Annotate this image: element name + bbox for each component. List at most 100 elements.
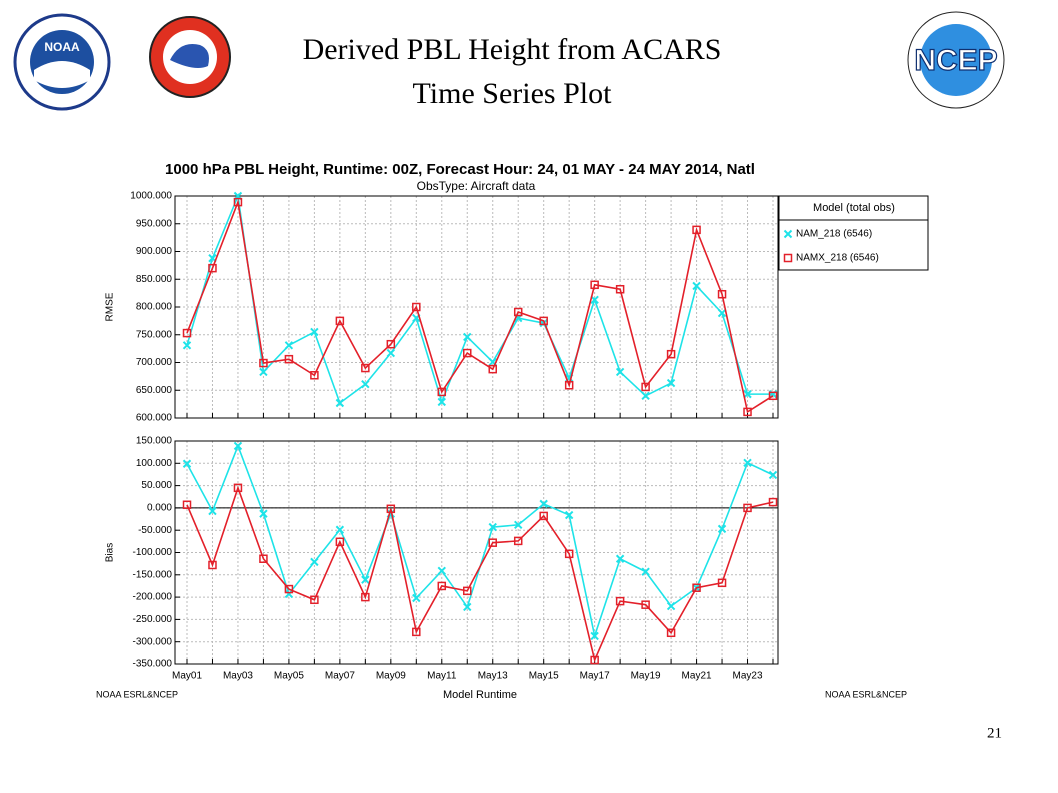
data-point [437, 566, 446, 575]
data-point [284, 589, 294, 599]
data-point [564, 381, 574, 390]
data-point [412, 627, 421, 637]
data-point [641, 382, 650, 392]
y-tick-label: 650.000 [136, 385, 173, 396]
chart-subtitle: ObsType: Aircraft data [417, 179, 536, 193]
data-point [310, 371, 319, 380]
series [182, 197, 778, 417]
data-point [666, 349, 676, 359]
series [182, 191, 778, 408]
data-point [564, 510, 574, 520]
y-tick-label: 600.000 [136, 413, 173, 424]
data-point [666, 378, 676, 388]
footer: NOAA ESRL&NCEP [96, 689, 178, 699]
x-tick-label: May01 [172, 671, 202, 682]
data-point [615, 284, 625, 294]
data-point [182, 328, 192, 338]
y-tick-label: 900.000 [136, 246, 173, 257]
data-point [386, 504, 396, 514]
data-point [361, 363, 370, 373]
slide-title: Derived PBL Height from ACARS [303, 33, 722, 66]
data-point [310, 595, 319, 605]
data-point [310, 327, 319, 337]
data-point [768, 470, 778, 480]
data-point [412, 302, 421, 312]
data-point [783, 229, 793, 239]
data-point [513, 307, 523, 317]
data-point [284, 584, 294, 594]
data-point [182, 341, 192, 350]
y-tick-label: 800.000 [136, 302, 173, 313]
data-point [259, 367, 268, 377]
data-point [692, 225, 701, 235]
y-tick-label: 0.000 [147, 503, 172, 514]
data-point [768, 497, 778, 507]
page-number: 21 [987, 725, 1002, 741]
data-point [717, 308, 727, 318]
y-tick-label: 50.000 [141, 480, 172, 491]
y-tick-label: -100.000 [133, 547, 173, 558]
data-point [412, 593, 421, 603]
data-point [463, 332, 472, 342]
x-tick-label: May21 [682, 671, 712, 682]
data-point [539, 316, 548, 326]
data-point [717, 524, 727, 534]
y-tick-label: 150.000 [136, 436, 173, 447]
data-point [743, 389, 752, 399]
data-point [259, 554, 268, 563]
data-point [666, 628, 676, 638]
data-point [641, 567, 650, 576]
data-point [717, 578, 727, 588]
data-point [488, 522, 497, 532]
data-point [513, 536, 523, 546]
data-point [641, 600, 650, 609]
legend-box [778, 195, 929, 271]
series [182, 483, 778, 665]
data-point [361, 592, 370, 602]
y-tick-label: -300.000 [133, 636, 173, 647]
data-point [259, 358, 268, 368]
data-point [463, 348, 472, 358]
slide-title: Time Series Plot [413, 77, 613, 110]
x-tick-label: May07 [325, 671, 355, 682]
data-point [182, 500, 192, 510]
data-point [743, 407, 752, 417]
data-point [768, 391, 778, 401]
x-tick-label: May11 [427, 671, 457, 682]
line [186, 485, 774, 663]
y-tick-label: -200.000 [133, 592, 173, 603]
data-point [743, 458, 752, 468]
data-point [233, 483, 243, 493]
y-tick-label: 850.000 [136, 274, 173, 285]
x-tick-label: May03 [223, 671, 253, 682]
data-point [208, 263, 217, 273]
data-point [590, 631, 599, 641]
plot-frame [174, 440, 779, 665]
data-point [259, 509, 268, 518]
data-point [437, 387, 447, 397]
nws-logo [149, 16, 231, 98]
data-point [361, 575, 370, 584]
footer: NOAA ESRL&NCEP [825, 689, 907, 699]
data-point [233, 441, 243, 451]
x-tick-label: May23 [733, 671, 763, 682]
data-point [361, 379, 370, 389]
data-point [615, 367, 625, 377]
x-tick-label: May09 [376, 671, 406, 682]
plot-frame [174, 195, 779, 419]
data-point [437, 397, 446, 407]
data-point [335, 398, 345, 408]
data-point [590, 295, 599, 304]
data-point [335, 525, 345, 534]
data-point [615, 596, 625, 606]
data-point [590, 280, 599, 290]
data-point [182, 459, 192, 468]
y-tick-label: 750.000 [136, 329, 173, 340]
chart-title: 1000 hPa PBL Height, Runtime: 00Z, Forec… [165, 161, 755, 178]
y-tick-label: -50.000 [138, 525, 172, 536]
data-point [208, 506, 217, 516]
data-point [386, 348, 396, 358]
data-point [463, 602, 472, 612]
x-axis-label: Model Runtime [443, 689, 517, 701]
data-point [310, 557, 319, 567]
